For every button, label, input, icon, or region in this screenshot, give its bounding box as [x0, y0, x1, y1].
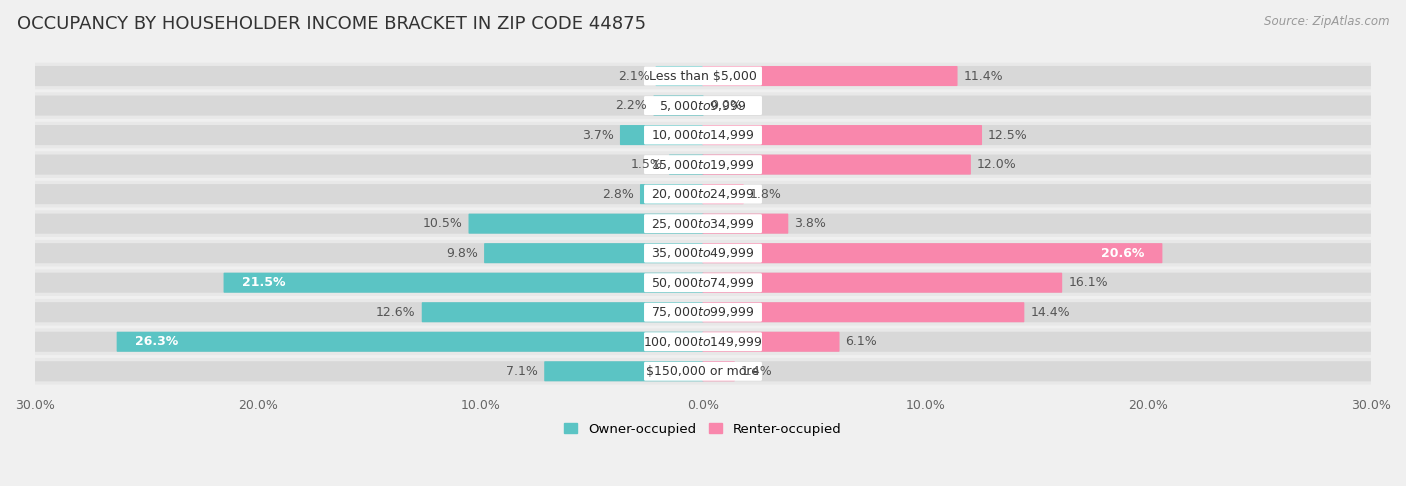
FancyBboxPatch shape [34, 181, 1372, 208]
FancyBboxPatch shape [703, 66, 957, 86]
FancyBboxPatch shape [703, 184, 744, 204]
FancyBboxPatch shape [34, 210, 1372, 237]
Text: 7.1%: 7.1% [506, 365, 538, 378]
FancyBboxPatch shape [669, 155, 703, 174]
Text: $15,000 to $19,999: $15,000 to $19,999 [651, 157, 755, 172]
Legend: Owner-occupied, Renter-occupied: Owner-occupied, Renter-occupied [560, 417, 846, 441]
FancyBboxPatch shape [644, 332, 762, 351]
FancyBboxPatch shape [655, 66, 703, 86]
FancyBboxPatch shape [422, 302, 703, 322]
FancyBboxPatch shape [703, 155, 972, 174]
FancyBboxPatch shape [34, 151, 1372, 178]
Text: 20.6%: 20.6% [1101, 247, 1144, 260]
FancyBboxPatch shape [34, 302, 1372, 322]
FancyBboxPatch shape [644, 243, 762, 262]
Text: 12.5%: 12.5% [988, 129, 1028, 141]
FancyBboxPatch shape [34, 299, 1372, 326]
Text: OCCUPANCY BY HOUSEHOLDER INCOME BRACKET IN ZIP CODE 44875: OCCUPANCY BY HOUSEHOLDER INCOME BRACKET … [17, 15, 645, 33]
FancyBboxPatch shape [703, 214, 789, 234]
Text: $100,000 to $149,999: $100,000 to $149,999 [644, 335, 762, 349]
Text: $50,000 to $74,999: $50,000 to $74,999 [651, 276, 755, 290]
Text: $25,000 to $34,999: $25,000 to $34,999 [651, 217, 755, 231]
FancyBboxPatch shape [34, 361, 1372, 382]
Text: 26.3%: 26.3% [135, 335, 179, 348]
FancyBboxPatch shape [117, 332, 703, 352]
FancyBboxPatch shape [34, 63, 1372, 89]
Text: $5,000 to $9,999: $5,000 to $9,999 [659, 99, 747, 113]
FancyBboxPatch shape [34, 184, 1372, 204]
FancyBboxPatch shape [34, 92, 1372, 119]
Text: 16.1%: 16.1% [1069, 276, 1108, 289]
FancyBboxPatch shape [34, 273, 1372, 293]
FancyBboxPatch shape [34, 243, 1372, 263]
Text: $150,000 or more: $150,000 or more [647, 365, 759, 378]
FancyBboxPatch shape [644, 155, 762, 174]
FancyBboxPatch shape [644, 125, 762, 144]
FancyBboxPatch shape [34, 66, 1372, 86]
Text: $35,000 to $49,999: $35,000 to $49,999 [651, 246, 755, 260]
FancyBboxPatch shape [644, 67, 762, 86]
FancyBboxPatch shape [34, 358, 1372, 384]
FancyBboxPatch shape [544, 361, 703, 382]
Text: $75,000 to $99,999: $75,000 to $99,999 [651, 305, 755, 319]
FancyBboxPatch shape [34, 155, 1372, 174]
Text: $20,000 to $24,999: $20,000 to $24,999 [651, 187, 755, 201]
FancyBboxPatch shape [34, 125, 1372, 145]
Text: 0.0%: 0.0% [710, 99, 742, 112]
Text: $10,000 to $14,999: $10,000 to $14,999 [651, 128, 755, 142]
Text: 6.1%: 6.1% [845, 335, 877, 348]
Text: 1.5%: 1.5% [631, 158, 662, 171]
Text: 2.2%: 2.2% [616, 99, 647, 112]
FancyBboxPatch shape [644, 214, 762, 233]
FancyBboxPatch shape [484, 243, 703, 263]
FancyBboxPatch shape [644, 185, 762, 204]
FancyBboxPatch shape [640, 184, 703, 204]
FancyBboxPatch shape [654, 96, 703, 116]
FancyBboxPatch shape [644, 362, 762, 381]
FancyBboxPatch shape [703, 125, 981, 145]
FancyBboxPatch shape [703, 302, 1025, 322]
Text: Source: ZipAtlas.com: Source: ZipAtlas.com [1264, 15, 1389, 28]
FancyBboxPatch shape [34, 96, 1372, 116]
FancyBboxPatch shape [34, 332, 1372, 352]
Text: 3.8%: 3.8% [794, 217, 827, 230]
FancyBboxPatch shape [34, 329, 1372, 355]
FancyBboxPatch shape [644, 273, 762, 292]
FancyBboxPatch shape [468, 214, 703, 234]
FancyBboxPatch shape [703, 361, 735, 382]
Text: 12.6%: 12.6% [377, 306, 416, 319]
Text: 2.1%: 2.1% [617, 69, 650, 83]
FancyBboxPatch shape [703, 332, 839, 352]
Text: 14.4%: 14.4% [1031, 306, 1070, 319]
Text: 2.8%: 2.8% [602, 188, 634, 201]
Text: 9.8%: 9.8% [446, 247, 478, 260]
Text: 10.5%: 10.5% [423, 217, 463, 230]
FancyBboxPatch shape [644, 303, 762, 322]
FancyBboxPatch shape [34, 214, 1372, 234]
FancyBboxPatch shape [703, 273, 1062, 293]
Text: 21.5%: 21.5% [242, 276, 285, 289]
Text: 11.4%: 11.4% [963, 69, 1002, 83]
FancyBboxPatch shape [644, 96, 762, 115]
Text: 12.0%: 12.0% [977, 158, 1017, 171]
FancyBboxPatch shape [224, 273, 703, 293]
FancyBboxPatch shape [34, 269, 1372, 296]
Text: 3.7%: 3.7% [582, 129, 614, 141]
FancyBboxPatch shape [34, 240, 1372, 266]
FancyBboxPatch shape [34, 122, 1372, 148]
Text: Less than $5,000: Less than $5,000 [650, 69, 756, 83]
Text: 1.4%: 1.4% [741, 365, 773, 378]
FancyBboxPatch shape [703, 243, 1163, 263]
Text: 1.8%: 1.8% [749, 188, 782, 201]
FancyBboxPatch shape [620, 125, 703, 145]
